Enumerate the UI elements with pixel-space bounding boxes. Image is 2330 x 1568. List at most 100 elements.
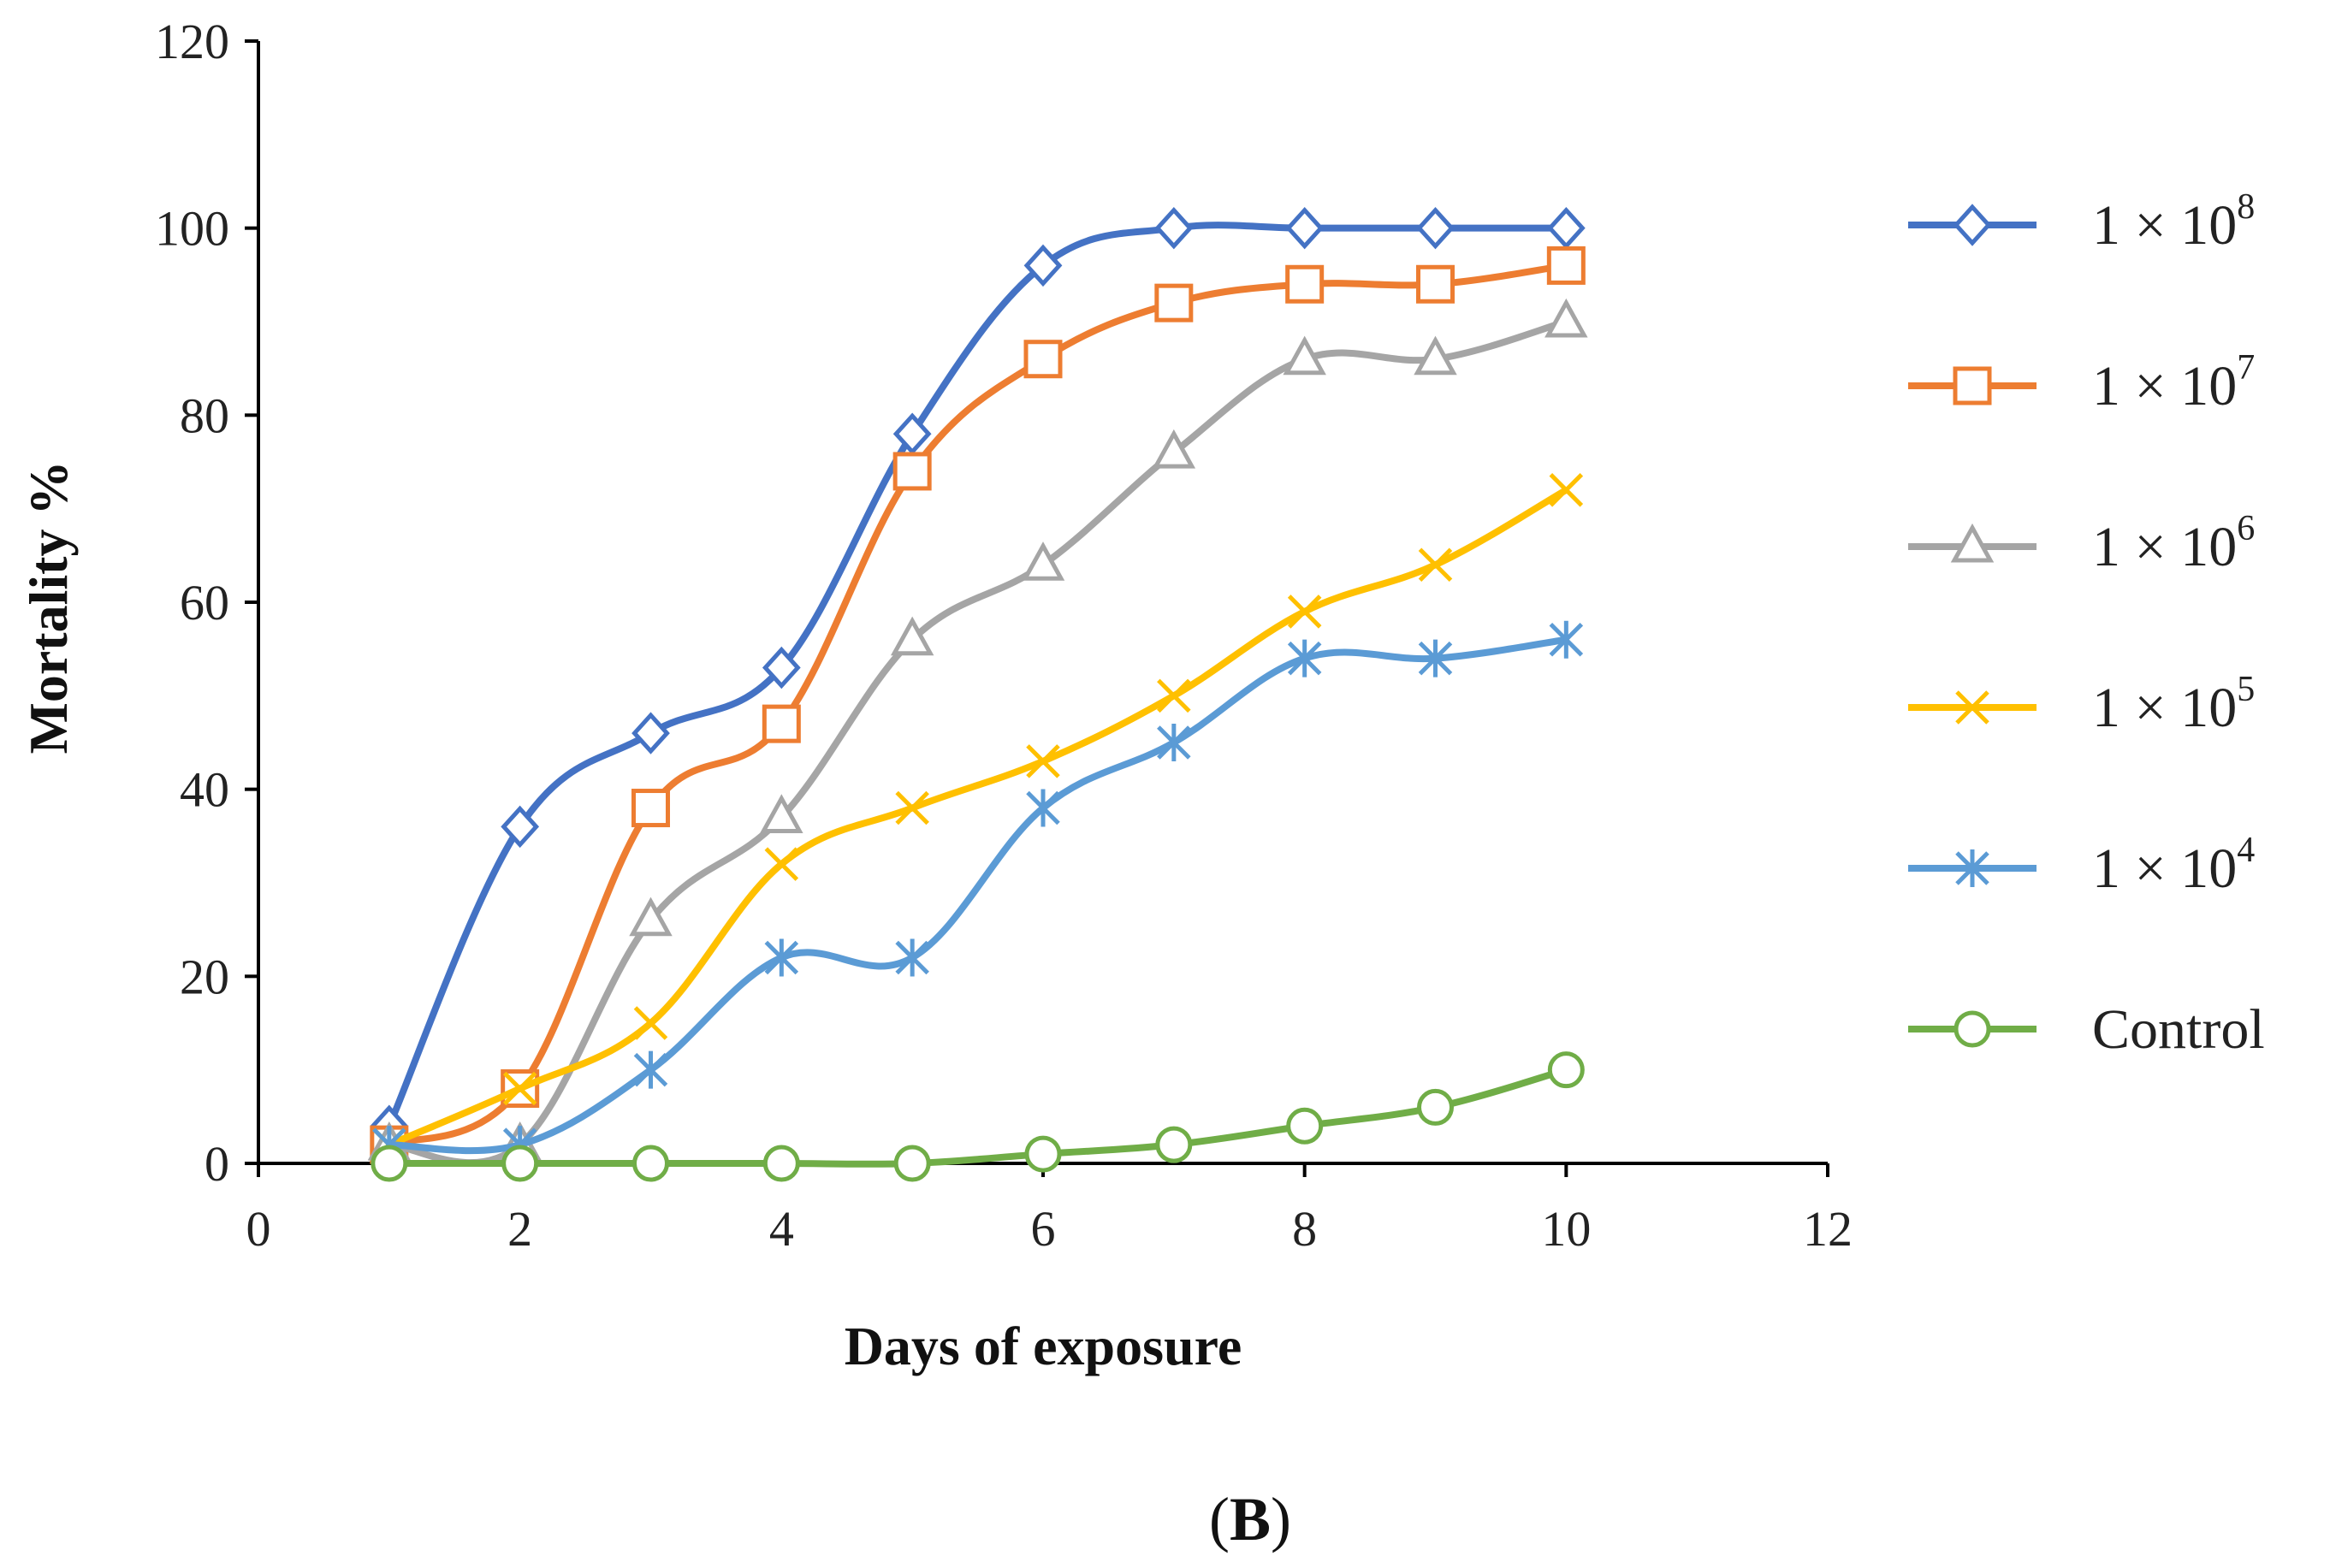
legend-marker: [1955, 690, 1989, 725]
legend-label-base: 1 × 10: [2092, 516, 2237, 578]
series-line: [388, 318, 1568, 1167]
legend-label-base: 1 × 10: [2092, 837, 2237, 900]
series-4: [372, 620, 1584, 1164]
ticks: 0 20 40 60 80 100 120 0 2 4 6 8 10 12: [155, 14, 1853, 1257]
data-point: [371, 1145, 408, 1182]
x-tick-label: 10: [1541, 1201, 1591, 1257]
legend-marker: [1950, 523, 1995, 563]
legend-marker: [1955, 849, 1989, 887]
data-point: [895, 790, 929, 825]
legend-label: 1 × 105: [2092, 670, 2255, 739]
data-point-stroke: [1549, 473, 1584, 507]
y-tick-label: 0: [205, 1136, 229, 1192]
data-point: [502, 1071, 537, 1106]
data-point-stroke: [633, 1006, 668, 1040]
panel-label: (B): [1209, 1485, 1291, 1553]
x-tick-label: 0: [246, 1201, 271, 1257]
legend-marker: [1953, 366, 1992, 405]
legend-label-exponent: 8: [2237, 187, 2255, 227]
y-axis-title: Mortality %: [18, 461, 79, 754]
series-0: [370, 206, 1586, 1147]
data-point-stroke: [502, 1071, 537, 1106]
legend-entry: 1 × 107: [1908, 348, 2255, 417]
data-point: [1416, 264, 1455, 304]
legend-entry: 1 × 106: [1908, 509, 2255, 578]
legend-label-exponent: 6: [2237, 509, 2255, 548]
data-point: [1154, 206, 1194, 250]
legend-entry: 1 × 108: [1908, 187, 2255, 257]
data-point-stroke: [895, 790, 929, 825]
x-tick-label: 2: [507, 1201, 532, 1257]
data-point: [764, 847, 799, 881]
data-point: [629, 896, 673, 937]
legend-marker-stroke: [1955, 690, 1989, 725]
data-point: [1547, 1051, 1585, 1089]
data-point: [1026, 744, 1060, 778]
data-point: [1287, 639, 1322, 677]
series-line: [386, 222, 1567, 1127]
legend-label-base: 1 × 10: [2092, 194, 2237, 257]
data-point: [1416, 206, 1455, 250]
legend-label-base: 1 × 10: [2092, 355, 2237, 417]
y-tick-label: 20: [180, 949, 229, 1004]
data-point: [1283, 335, 1326, 376]
data-point: [1285, 264, 1325, 304]
x-axis-title: Days of exposure: [845, 1316, 1242, 1376]
data-point: [1287, 595, 1322, 629]
data-point: [633, 1006, 668, 1040]
data-point: [1152, 429, 1196, 469]
data-point: [1418, 547, 1453, 583]
data-point: [760, 794, 803, 833]
data-point: [1024, 1135, 1062, 1173]
series-line: [388, 1066, 1568, 1168]
data-point: [633, 1050, 668, 1089]
data-point-stroke: [1418, 547, 1453, 583]
data-point: [890, 616, 934, 656]
data-point: [1021, 541, 1065, 581]
legend-label-exponent: 7: [2237, 348, 2255, 388]
data-point: [631, 712, 670, 754]
legend-label: 1 × 106: [2092, 509, 2255, 578]
data-point-stroke: [1287, 595, 1322, 629]
data-point: [1023, 340, 1063, 379]
y-tick-label: 40: [180, 762, 229, 818]
legend-marker: [1954, 1010, 1991, 1048]
data-point: [1549, 620, 1584, 659]
x-tick-label: 4: [769, 1201, 794, 1257]
data-point-stroke: [1026, 744, 1060, 778]
series-5: [371, 1051, 1585, 1182]
data-point: [1026, 789, 1060, 827]
data-point: [1285, 206, 1325, 250]
series-line: [388, 636, 1567, 1155]
panel-label-open: (: [1209, 1485, 1230, 1553]
panel-label-letter: B: [1230, 1485, 1271, 1553]
data-point: [762, 646, 801, 689]
data-point: [632, 1145, 669, 1182]
legend-label-exponent: 5: [2237, 670, 2255, 709]
series-3: [372, 473, 1584, 1162]
panel-label-close: ): [1271, 1485, 1291, 1553]
legend-label: 1 × 107: [2092, 348, 2255, 417]
data-point: [895, 938, 929, 977]
data-point: [1157, 724, 1191, 761]
data-point: [501, 805, 540, 849]
legend-label: 1 × 108: [2092, 187, 2255, 257]
legend-label-base: 1 × 10: [2092, 677, 2237, 739]
data-point: [1546, 206, 1586, 250]
data-point: [1544, 298, 1588, 338]
y-tick-label: 120: [155, 14, 229, 69]
data-point: [762, 704, 801, 743]
legend-entry: Control: [1908, 998, 2265, 1061]
data-point: [893, 1145, 931, 1182]
x-tick-label: 12: [1803, 1201, 1853, 1257]
legend-label-exponent: 4: [2237, 831, 2255, 870]
legend-label: Control: [2092, 998, 2265, 1061]
x-tick-label: 8: [1292, 1201, 1317, 1257]
series-1: [370, 246, 1586, 1164]
data-point-stroke: [1157, 678, 1191, 713]
data-point: [892, 452, 932, 491]
axes: [257, 41, 1828, 1165]
legend-entry: 1 × 104: [1908, 831, 2255, 900]
